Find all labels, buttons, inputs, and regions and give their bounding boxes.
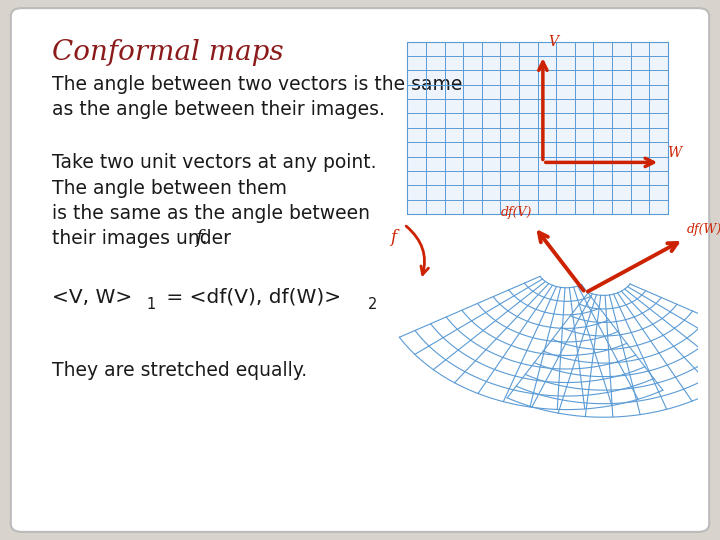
Text: Take two unit vectors at any point.: Take two unit vectors at any point. bbox=[52, 153, 377, 172]
Text: f: f bbox=[390, 228, 397, 246]
Text: The angle between two vectors is the same: The angle between two vectors is the sam… bbox=[52, 75, 462, 93]
Text: is the same as the angle between: is the same as the angle between bbox=[52, 204, 370, 223]
Text: their images under: their images under bbox=[52, 230, 237, 248]
Text: = <df(V), df(W)>: = <df(V), df(W)> bbox=[161, 288, 341, 307]
Text: V: V bbox=[549, 35, 558, 49]
Text: 2: 2 bbox=[368, 297, 377, 312]
Text: Conformal maps: Conformal maps bbox=[52, 39, 284, 66]
Text: df(W): df(W) bbox=[687, 223, 720, 236]
Text: <V, W>: <V, W> bbox=[52, 288, 132, 307]
Text: The angle between them: The angle between them bbox=[52, 179, 287, 198]
Text: f.: f. bbox=[196, 230, 208, 247]
Text: W: W bbox=[667, 146, 681, 160]
Text: They are stretched equally.: They are stretched equally. bbox=[52, 361, 307, 380]
Bar bbox=[408, 42, 668, 214]
Text: 1: 1 bbox=[146, 297, 156, 312]
Text: df(V): df(V) bbox=[501, 206, 532, 219]
Text: as the angle between their images.: as the angle between their images. bbox=[52, 100, 385, 119]
